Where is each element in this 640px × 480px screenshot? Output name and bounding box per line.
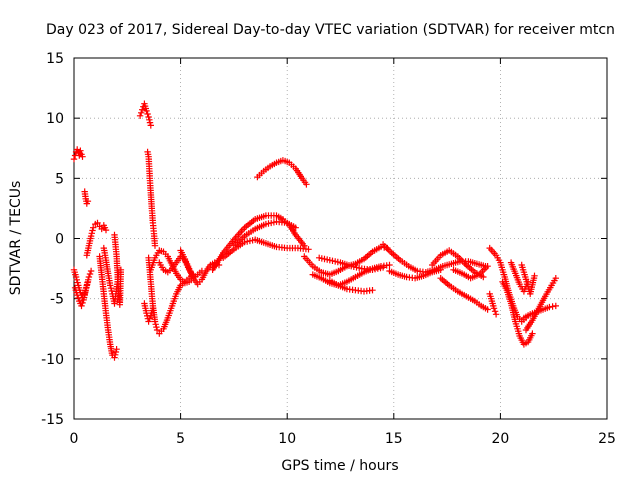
series-s15 [177, 247, 223, 288]
axis-ticks [73, 57, 608, 420]
plus-marks [499, 278, 536, 348]
series-s18 [220, 236, 312, 261]
y-tick-label: -5 [50, 292, 64, 308]
y-tick-label: 0 [55, 232, 64, 248]
plus-marks [136, 100, 154, 129]
series-s22 [316, 254, 387, 273]
plus-marks [220, 236, 312, 261]
chart-title: Day 023 of 2017, Sidereal Day-to-day VTE… [46, 22, 615, 38]
series-s33 [520, 302, 559, 322]
plus-marks [326, 277, 376, 295]
y-tick-label: 10 [46, 111, 64, 127]
series-s10 [144, 148, 159, 249]
x-tick-label: 25 [598, 431, 616, 447]
series-s19 [254, 157, 310, 188]
gridlines [74, 58, 607, 419]
y-tick-label: 15 [46, 51, 64, 67]
data-series [70, 100, 559, 361]
y-tick-label: 5 [55, 171, 64, 187]
y-axis-label: SDTVAR / TECUs [8, 181, 24, 296]
plus-marks [70, 146, 86, 163]
series-s25 [386, 266, 444, 282]
series-s03 [71, 278, 92, 310]
series-s27 [437, 275, 491, 313]
x-tick-label: 10 [278, 431, 296, 447]
series-s01 [70, 146, 86, 163]
series-s28 [450, 263, 491, 282]
plus-marks [437, 275, 491, 313]
plus-marks [386, 266, 444, 282]
series-s23 [326, 277, 376, 295]
series-s06 [96, 253, 120, 361]
plus-marks [230, 218, 299, 249]
plus-marks [81, 188, 92, 207]
x-tick-label: 20 [491, 431, 509, 447]
plus-marks [209, 212, 308, 273]
y-tick-label: -10 [41, 352, 64, 368]
series-s09 [136, 100, 154, 129]
x-axis-label: GPS time / hours [281, 458, 398, 474]
plus-marks [316, 254, 387, 273]
plus-marks [520, 302, 559, 322]
plus-marks [96, 253, 120, 361]
series-s31 [486, 290, 500, 318]
plus-marks [145, 254, 197, 337]
plus-marks [254, 157, 310, 188]
series-s30 [499, 278, 536, 348]
series-s16 [209, 212, 308, 273]
plus-marks [486, 290, 500, 318]
y-tick-label: -15 [41, 412, 64, 428]
x-tick-label: 5 [176, 431, 185, 447]
plus-marks [507, 259, 532, 295]
x-tick-label: 15 [385, 431, 403, 447]
series-s12 [145, 254, 197, 337]
plus-marks [71, 278, 92, 310]
series-s05 [83, 219, 110, 259]
series-s08 [111, 231, 125, 308]
series-s04 [81, 188, 92, 207]
plus-marks [450, 263, 491, 282]
x-tick-label: 0 [70, 431, 79, 447]
plus-marks [144, 148, 159, 249]
x-tick-labels: 0 5 10 15 20 25 [70, 431, 616, 447]
series-s17 [230, 218, 299, 249]
plus-marks [83, 219, 110, 259]
y-tick-labels: -15 -10 -5 0 5 10 15 [41, 51, 64, 428]
series-s35 [507, 259, 532, 295]
plus-marks [177, 247, 223, 288]
plus-marks [111, 231, 125, 308]
